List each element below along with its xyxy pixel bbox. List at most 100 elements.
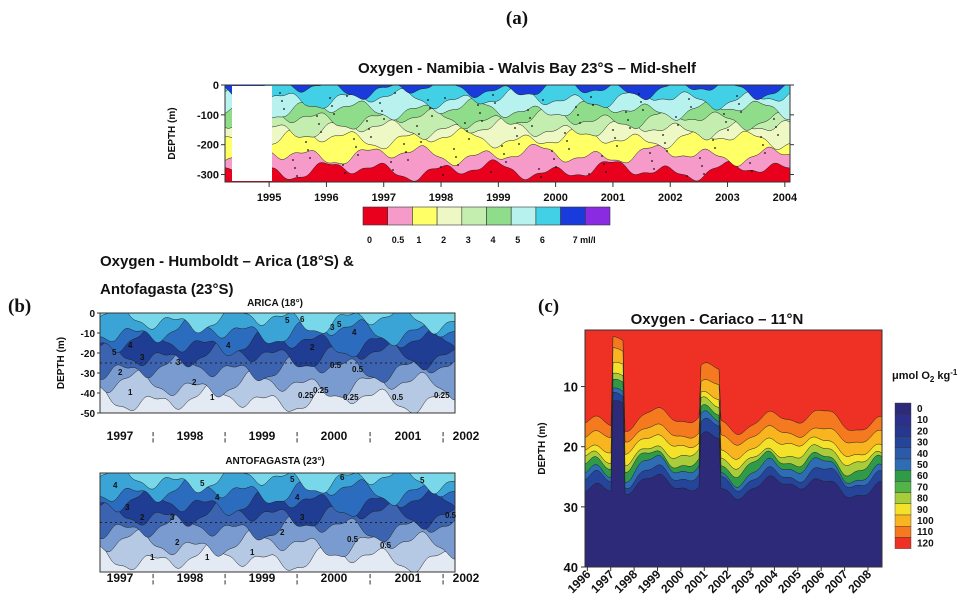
colorbar-box bbox=[894, 526, 912, 538]
sample-dot bbox=[455, 156, 457, 158]
x-tick-label: 1997 bbox=[107, 571, 134, 585]
colorbar-box bbox=[510, 206, 537, 226]
sample-dot bbox=[344, 172, 346, 174]
contour-label: 0.25 bbox=[313, 386, 329, 395]
sample-dot bbox=[675, 116, 677, 118]
sample-dot bbox=[714, 147, 716, 149]
colorbar-label: 50 bbox=[917, 460, 929, 471]
separator: ¦ bbox=[369, 573, 372, 585]
contour-label: 2 bbox=[140, 513, 145, 522]
sample-dot bbox=[342, 164, 344, 166]
contour-label: 0.25 bbox=[434, 391, 450, 400]
sample-dot bbox=[601, 155, 603, 157]
sample-dot bbox=[538, 168, 540, 170]
sample-dot bbox=[699, 157, 701, 159]
y-axis-label: DEPTH (m) bbox=[537, 422, 548, 474]
y-tick-label: -100 bbox=[197, 110, 219, 122]
sample-dot bbox=[553, 158, 555, 160]
separator: ¦ bbox=[296, 573, 299, 585]
colorbar-label: 4 bbox=[491, 235, 496, 245]
sample-dot bbox=[666, 150, 668, 152]
contour-label: 4 bbox=[128, 341, 133, 350]
sample-dot bbox=[381, 110, 383, 112]
sample-dot bbox=[442, 174, 444, 176]
panel-label: (a) bbox=[506, 8, 528, 29]
colorbar-label: 80 bbox=[917, 494, 929, 505]
separator: ¦ bbox=[152, 573, 155, 585]
sample-dot bbox=[403, 143, 405, 145]
colorbar-label: 110 bbox=[917, 527, 934, 538]
colorbar-box bbox=[486, 206, 512, 226]
x-tick-label: 2000 bbox=[658, 567, 687, 596]
sample-dot bbox=[773, 118, 775, 120]
contour-label: 5 bbox=[285, 316, 290, 325]
sample-dot bbox=[727, 129, 729, 131]
sample-dot bbox=[390, 161, 392, 163]
colorbar-box bbox=[894, 537, 912, 549]
sample-dot bbox=[427, 99, 429, 101]
colorbar-label: 5 bbox=[515, 235, 520, 245]
chart-title: Antofagasta (23°S) bbox=[100, 281, 234, 298]
sample-dot bbox=[368, 128, 370, 130]
contour-band bbox=[584, 329, 883, 435]
sample-dot bbox=[392, 169, 394, 171]
sample-dot bbox=[777, 134, 779, 136]
sample-dot bbox=[366, 120, 368, 122]
colorbar-box bbox=[584, 206, 611, 226]
y-tick-label: 30 bbox=[564, 500, 578, 515]
sample-dot bbox=[662, 134, 664, 136]
x-tick-label: 2007 bbox=[822, 567, 851, 596]
x-tick-label: 1998 bbox=[429, 192, 453, 204]
y-tick-label: -300 bbox=[197, 170, 219, 182]
x-tick-label: 2008 bbox=[845, 567, 874, 596]
contour-label: 5 bbox=[290, 475, 295, 484]
contour-label: 2 bbox=[118, 368, 123, 377]
colorbar-label: 60 bbox=[917, 471, 929, 482]
colorbar-label: 0 bbox=[367, 235, 372, 245]
y-tick-label: -30 bbox=[81, 369, 96, 380]
sample-dot bbox=[490, 171, 492, 173]
chart-title: Oxygen - Humboldt – Arica (18°S) & bbox=[100, 253, 354, 270]
sample-dot bbox=[712, 139, 714, 141]
x-tick-label: 1999 bbox=[249, 571, 276, 585]
contour-label: 6 bbox=[300, 315, 305, 324]
colorbar-box bbox=[560, 206, 586, 226]
contour-label: 4 bbox=[215, 493, 220, 502]
contour-label: 1 bbox=[250, 548, 255, 557]
sample-dot bbox=[477, 104, 479, 106]
x-tick-label: 2000 bbox=[321, 571, 348, 585]
contour-label: 4 bbox=[113, 481, 118, 490]
sample-dot bbox=[575, 106, 577, 108]
sample-dot bbox=[686, 175, 688, 177]
colorbar-label: 3 bbox=[466, 235, 471, 245]
x-tick-label: 1998 bbox=[177, 429, 204, 443]
x-tick-label: 2002 bbox=[705, 567, 734, 596]
sample-dot bbox=[429, 107, 431, 109]
sample-dot bbox=[379, 102, 381, 104]
sample-dot bbox=[464, 122, 466, 124]
sample-dot bbox=[518, 143, 520, 145]
colorbar-box bbox=[894, 402, 912, 415]
sample-dot bbox=[503, 153, 505, 155]
sample-dot bbox=[416, 125, 418, 127]
sample-dot bbox=[468, 138, 470, 140]
x-tick-label: 1995 bbox=[257, 192, 281, 204]
contour-label: 0.5 bbox=[392, 393, 404, 402]
sample-dot bbox=[505, 161, 507, 163]
y-axis-label: DEPTH (m) bbox=[167, 107, 178, 159]
x-tick-label: 1997 bbox=[371, 192, 395, 204]
contour-label: 3 bbox=[176, 358, 181, 367]
sample-dot bbox=[701, 165, 703, 167]
sample-dot bbox=[723, 113, 725, 115]
sample-dot bbox=[294, 167, 296, 169]
sample-dot bbox=[479, 112, 481, 114]
sample-dot bbox=[405, 151, 407, 153]
unit-sup: -1 bbox=[950, 368, 958, 377]
x-tick-label: 2001 bbox=[682, 567, 711, 596]
x-tick-label: 2002 bbox=[658, 192, 682, 204]
sample-dot bbox=[329, 97, 331, 99]
contour-label: 0.25 bbox=[343, 393, 359, 402]
colorbar-box bbox=[894, 503, 912, 516]
y-tick-label: -40 bbox=[81, 389, 96, 400]
sample-dot bbox=[762, 144, 764, 146]
